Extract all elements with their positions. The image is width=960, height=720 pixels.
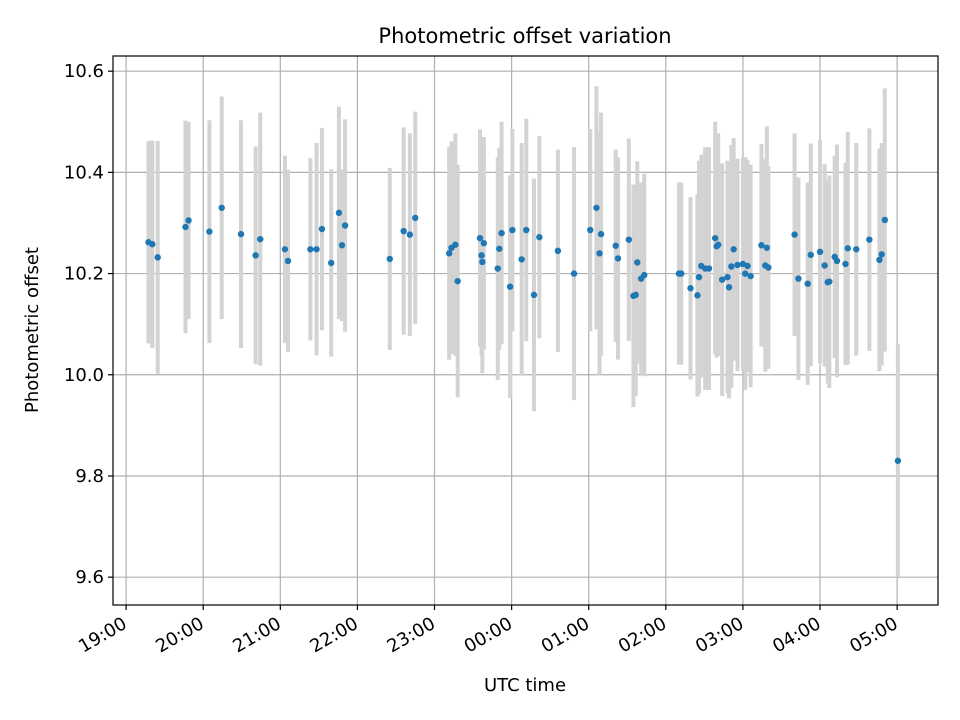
data-point	[284, 257, 292, 265]
data-point	[454, 277, 461, 285]
data-point	[894, 457, 902, 464]
data-point	[687, 285, 694, 292]
data-point	[400, 227, 407, 235]
data-point	[844, 245, 851, 252]
y-axis-label: Photometric offset	[22, 247, 43, 413]
data-point	[506, 283, 514, 290]
data-point	[185, 217, 192, 224]
data-point	[587, 226, 594, 234]
data-point	[252, 252, 259, 259]
data-point	[795, 275, 802, 282]
data-point	[509, 226, 516, 234]
data-point	[154, 254, 161, 261]
data-point	[554, 247, 562, 255]
data-point	[718, 276, 726, 283]
data-point	[338, 242, 346, 249]
y-tick-label: 10.2	[64, 264, 104, 285]
data-point	[625, 236, 633, 243]
data-point	[715, 241, 722, 248]
data-point	[149, 241, 156, 248]
data-point	[678, 270, 685, 277]
y-tick-label: 9.6	[75, 567, 104, 588]
data-point	[257, 235, 264, 243]
data-point	[318, 225, 326, 233]
data-point	[614, 255, 622, 262]
data-point	[711, 234, 719, 242]
data-point	[747, 272, 754, 280]
y-tick-label: 10.0	[64, 365, 104, 386]
data-point	[498, 229, 505, 237]
data-point	[182, 223, 189, 231]
data-points	[145, 204, 902, 464]
data-point	[705, 265, 713, 272]
data-point	[307, 246, 314, 253]
data-point	[523, 226, 530, 234]
data-point	[452, 241, 459, 248]
data-point	[412, 214, 419, 222]
data-point	[328, 259, 335, 267]
data-point	[494, 265, 501, 272]
data-point	[744, 262, 751, 270]
data-point	[237, 230, 245, 238]
chart-title: Photometric offset variation	[378, 24, 671, 48]
data-point	[876, 256, 883, 264]
data-point	[596, 250, 603, 257]
data-point	[728, 263, 735, 270]
data-point	[612, 242, 619, 249]
data-point	[866, 236, 873, 243]
data-point	[335, 209, 343, 217]
data-point	[725, 284, 733, 291]
data-point	[206, 228, 213, 235]
y-axis: 9.6 9.8 10.0 10.2 10.4 10.6	[64, 61, 113, 588]
data-point	[445, 250, 453, 257]
data-point	[536, 233, 543, 241]
data-point	[724, 273, 731, 281]
y-tick-label: 10.4	[64, 162, 104, 183]
data-point	[476, 234, 484, 242]
data-point	[878, 251, 885, 258]
data-point	[881, 216, 888, 224]
data-point	[386, 255, 393, 263]
data-point	[218, 204, 225, 211]
data-point	[597, 230, 605, 238]
data-point	[804, 280, 811, 287]
data-point	[593, 204, 600, 211]
plot-frame	[112, 55, 939, 606]
data-point	[742, 270, 749, 277]
data-point	[816, 248, 824, 256]
data-point	[341, 222, 349, 229]
data-point	[496, 245, 503, 252]
data-point	[758, 242, 765, 249]
y-tick-label: 10.6	[64, 61, 104, 82]
data-point	[791, 231, 798, 238]
data-point	[518, 256, 525, 263]
data-point	[763, 244, 771, 251]
x-axis-label: UTC time	[484, 675, 566, 696]
data-point	[570, 270, 578, 277]
data-point	[641, 271, 648, 279]
data-point	[734, 261, 741, 269]
data-point	[530, 291, 538, 299]
data-point	[281, 246, 289, 253]
data-point	[730, 246, 737, 253]
data-point	[821, 262, 828, 269]
y-tick-label: 9.8	[75, 466, 104, 487]
data-point	[313, 246, 320, 253]
data-point	[406, 231, 414, 238]
data-point	[765, 264, 772, 271]
data-point	[826, 278, 833, 285]
data-point	[694, 292, 701, 299]
data-point	[807, 251, 814, 259]
data-point	[634, 259, 641, 266]
data-point	[853, 246, 860, 253]
data-point	[632, 291, 639, 299]
data-point	[480, 240, 488, 247]
data-point	[842, 260, 849, 268]
data-point	[479, 258, 486, 266]
data-point	[833, 257, 841, 265]
data-point	[695, 273, 703, 281]
data-point	[478, 252, 485, 259]
